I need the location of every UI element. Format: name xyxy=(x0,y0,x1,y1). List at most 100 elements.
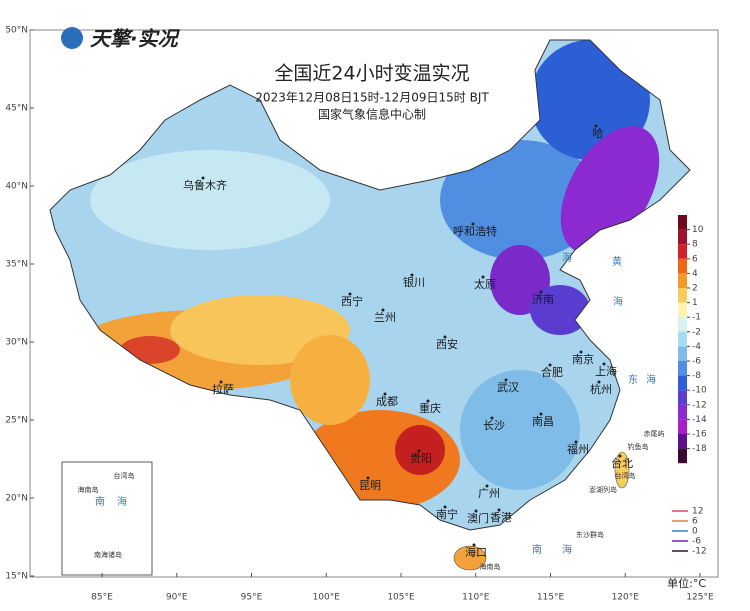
colorbar-swatch xyxy=(678,419,687,434)
city-dot xyxy=(548,363,552,367)
lat-tick-label: 15°N xyxy=(5,572,28,582)
city-label: 济南 xyxy=(532,292,554,306)
city-dot xyxy=(490,416,494,420)
lon-tick-label: 95°E xyxy=(241,593,263,603)
place-label: 南 xyxy=(532,543,542,556)
city-dot xyxy=(472,543,476,547)
city-dot xyxy=(383,392,387,396)
inset-frame xyxy=(61,461,153,576)
colorbar-swatch xyxy=(678,273,687,288)
city-label: 台北 xyxy=(611,456,633,470)
city-label: 贵阳 xyxy=(410,452,432,465)
colorbar-label: 2 xyxy=(692,284,698,294)
contour-legend-label: -6 xyxy=(692,537,701,547)
city-dot xyxy=(597,380,601,384)
city-label: 长沙 xyxy=(483,419,505,432)
place-label: 赤尾屿 xyxy=(644,429,665,438)
logo-icon xyxy=(61,27,83,49)
city-label: 乌鲁木齐 xyxy=(183,178,227,192)
colorbar-swatch xyxy=(678,229,687,245)
colorbar-label: -1 xyxy=(692,313,701,323)
inset-label: 海南岛 xyxy=(78,485,99,494)
colorbar-label: -8 xyxy=(692,371,701,381)
colorbar-label: -16 xyxy=(692,430,707,440)
city-label: 香港 xyxy=(490,511,512,524)
country-border xyxy=(49,39,691,531)
place-label: 黄 xyxy=(612,255,622,268)
city-label: 海口 xyxy=(465,545,487,559)
city-label: 太原 xyxy=(474,278,496,291)
contour-legend-label: 12 xyxy=(692,507,703,517)
city-label: 成都 xyxy=(376,395,398,408)
contour-legend-label: -12 xyxy=(692,547,707,557)
place-label: 东沙群岛 xyxy=(576,530,604,539)
city-label: 澳门 xyxy=(467,511,489,525)
colorbar-swatch xyxy=(678,390,687,405)
inset-label: 海 xyxy=(117,495,127,508)
city-label: 拉萨 xyxy=(212,382,234,396)
lat-tick-label: 45°N xyxy=(5,104,28,114)
city-label: 西宁 xyxy=(341,294,363,308)
lat-tick-label: 30°N xyxy=(5,338,28,348)
colorbar-label: 10 xyxy=(692,225,704,235)
city-dot xyxy=(579,350,583,354)
city-label: 合肥 xyxy=(541,365,563,379)
city-dot xyxy=(443,335,447,339)
subtitle: 2023年12月08日15时-12月09日15时 BJT xyxy=(255,91,489,105)
city-dot xyxy=(474,509,478,513)
city-label: 呼和浩特 xyxy=(453,224,497,238)
colorbar-swatch xyxy=(678,346,687,361)
agency: 国家气象信息中心制 xyxy=(318,107,426,122)
place-label: 海 xyxy=(562,251,572,264)
city-dot xyxy=(348,292,352,296)
city-dot xyxy=(381,308,385,312)
city-dot xyxy=(594,124,598,128)
place-label: 海 xyxy=(562,543,572,556)
hainan-island xyxy=(453,545,487,571)
city-label: 兰州 xyxy=(374,311,396,324)
logo-text: 天擎·实况 xyxy=(90,27,181,51)
city-dot xyxy=(219,380,223,384)
city-dot xyxy=(504,378,508,382)
colorbar-swatch xyxy=(678,404,687,420)
city-dot xyxy=(539,412,543,416)
city-label: 广州 xyxy=(478,487,500,500)
city-dot xyxy=(574,440,578,444)
colorbar-label: -10 xyxy=(692,386,707,396)
colorbar-label: -6 xyxy=(692,357,701,367)
colorbar-label: -18 xyxy=(692,444,707,454)
colorbar-label: 6 xyxy=(692,254,698,264)
lon-tick-label: 110°E xyxy=(462,593,490,603)
title: 全国近24小时变温实况 xyxy=(274,63,469,85)
colorbar-swatch xyxy=(678,448,687,464)
lat-tick-label: 35°N xyxy=(5,260,28,270)
colorbar-swatch xyxy=(678,302,687,318)
city-label: 上海 xyxy=(595,364,617,378)
city-dot xyxy=(618,454,622,458)
colorbar-swatch xyxy=(678,375,687,391)
colorbar-swatch xyxy=(678,244,687,259)
colorbar-label: 4 xyxy=(692,269,698,279)
city-dot xyxy=(471,222,475,226)
colorbar-label: 1 xyxy=(692,298,698,308)
lon-tick-label: 105°E xyxy=(387,593,415,603)
city-label: 昆明 xyxy=(359,479,381,492)
city-label: 哈 xyxy=(593,127,604,140)
city-label: 南昌 xyxy=(532,415,554,428)
place-label: 钓鱼岛 xyxy=(628,442,649,451)
colorbar-swatch xyxy=(678,258,687,274)
inset-label: 南 xyxy=(95,495,105,508)
taiwan-island xyxy=(614,451,630,489)
city-label: 西安 xyxy=(436,337,458,351)
city-dot xyxy=(602,362,606,366)
colorbar-label: -2 xyxy=(692,327,701,337)
city-label: 杭州 xyxy=(590,382,612,396)
city-dot xyxy=(497,508,501,512)
city-label: 福州 xyxy=(567,442,589,456)
city-dot xyxy=(485,484,489,488)
lon-tick-label: 85°E xyxy=(91,593,113,603)
colorbar-swatch xyxy=(678,331,687,347)
city-dot xyxy=(366,476,370,480)
lon-tick-label: 115°E xyxy=(537,593,565,603)
